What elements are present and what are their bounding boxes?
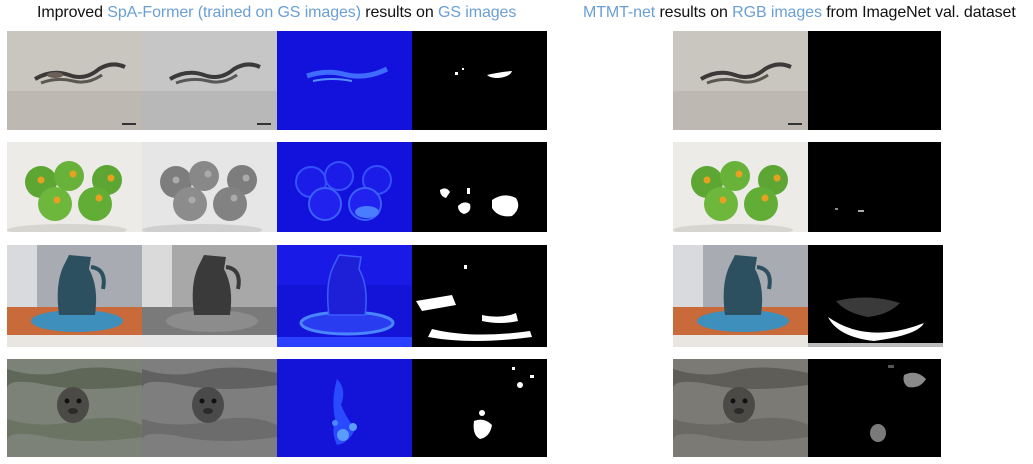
right-heading-suffix: from ImageNet val. dataset [821,4,1016,21]
row3-mtmt-shadow-mask [808,245,943,347]
row2-mtmt-rgb-input-image [673,142,808,232]
row2-shadow-mask [412,142,547,232]
left-heading-middle: results on [360,4,438,21]
right-heading-model: MTMT-net [583,4,656,21]
row4-grayscale-input-image [142,359,277,457]
left-heading-model: SpA-Former (trained on GS images) [107,4,361,21]
row4-mtmt-shadow-mask [808,359,941,457]
row2-rgb-input-image [7,142,142,232]
row4-shadow-mask [412,359,547,457]
row2-grayscale-input-image [142,142,277,232]
row3-rgb-input-image [7,245,142,347]
row3-attention-heatmap [277,245,412,347]
row1-attention-heatmap [277,31,412,130]
row1-rgb-input-image [7,31,142,130]
left-heading-prefix: Improved [37,4,108,21]
row3-shadow-mask [412,245,547,347]
right-heading: MTMT-net results on RGB images from Imag… [583,4,1016,22]
row2-attention-heatmap [277,142,412,232]
row3-mtmt-rgb-input-image [673,245,808,347]
row4-mtmt-rgb-input-image [673,359,808,457]
left-heading: Improved SpA-Former (trained on GS image… [37,4,516,22]
row1-mtmt-rgb-input-image [673,31,808,130]
left-heading-target: GS images [438,4,517,21]
right-heading-target: RGB images [732,4,822,21]
row4-rgb-input-image [7,359,142,457]
right-heading-middle: results on [655,4,733,21]
row4-attention-heatmap [277,359,412,457]
row1-grayscale-input-image [142,31,277,130]
row1-mtmt-shadow-mask [808,31,941,130]
row2-mtmt-shadow-mask [808,142,941,232]
row1-shadow-mask [412,31,547,130]
row3-grayscale-input-image [142,245,277,347]
